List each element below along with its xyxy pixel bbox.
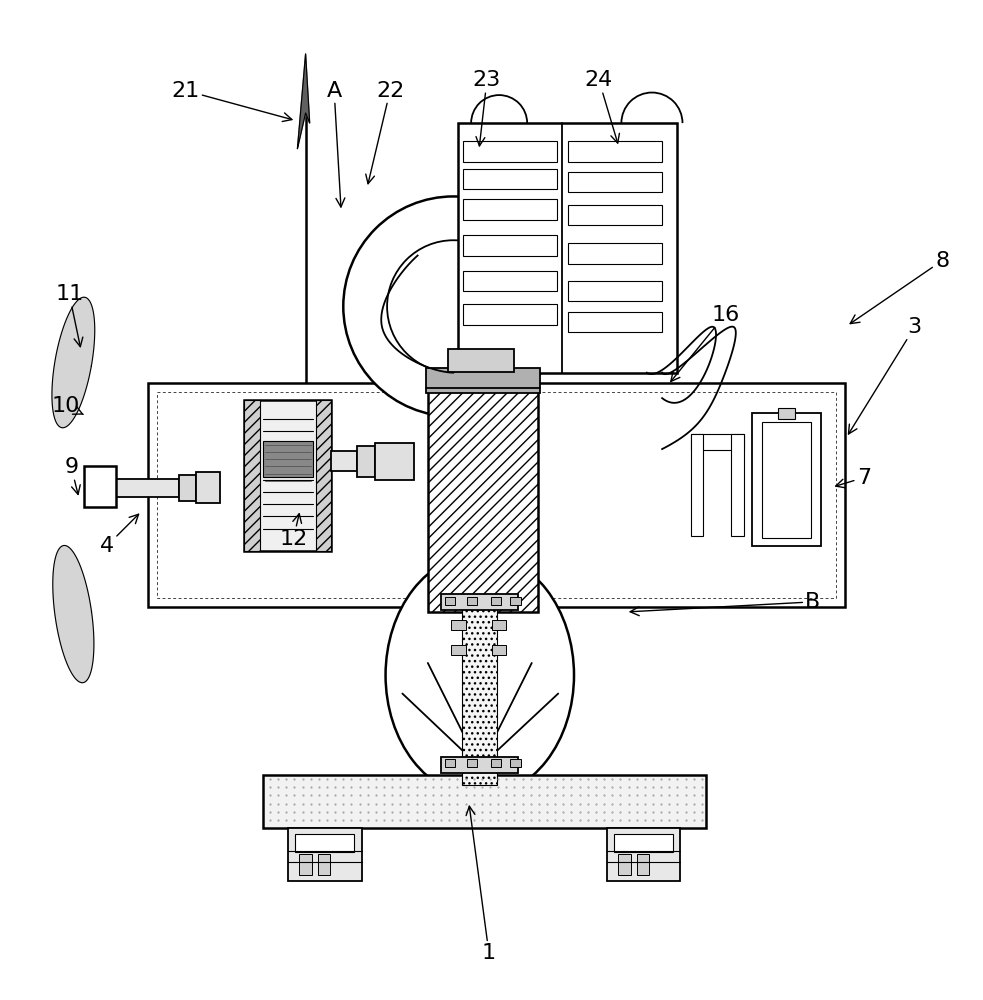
Bar xyxy=(614,834,673,852)
Bar xyxy=(300,854,312,875)
Text: 12: 12 xyxy=(279,514,308,549)
Bar xyxy=(316,400,331,551)
Bar xyxy=(731,434,743,536)
Bar xyxy=(491,759,501,767)
Text: B: B xyxy=(630,592,821,616)
Bar xyxy=(464,235,557,256)
Bar xyxy=(752,413,821,546)
Text: 23: 23 xyxy=(473,70,501,146)
Bar xyxy=(464,199,557,220)
Text: 3: 3 xyxy=(848,317,922,434)
Text: 7: 7 xyxy=(836,468,871,488)
Bar xyxy=(467,759,477,767)
Bar xyxy=(492,645,506,655)
Bar xyxy=(451,620,466,630)
Bar xyxy=(84,466,116,507)
Bar xyxy=(464,141,557,162)
Bar xyxy=(428,388,538,612)
Bar xyxy=(262,775,706,828)
Text: 16: 16 xyxy=(670,305,739,381)
Bar xyxy=(568,172,663,192)
Bar xyxy=(296,834,355,852)
Bar xyxy=(441,594,518,610)
Text: 8: 8 xyxy=(850,251,950,324)
Text: 10: 10 xyxy=(52,396,84,416)
Text: 21: 21 xyxy=(171,81,292,122)
Circle shape xyxy=(343,196,563,416)
Bar xyxy=(318,854,330,875)
Bar xyxy=(375,443,414,480)
Bar xyxy=(462,602,497,785)
Polygon shape xyxy=(298,54,310,149)
Bar xyxy=(568,243,663,264)
Bar xyxy=(779,408,794,419)
Bar xyxy=(445,759,455,767)
Bar xyxy=(568,205,663,225)
Bar xyxy=(568,312,663,332)
Bar xyxy=(491,597,501,605)
Ellipse shape xyxy=(385,554,574,796)
Text: 24: 24 xyxy=(585,70,619,143)
Bar xyxy=(691,434,743,450)
Bar xyxy=(288,828,362,881)
Polygon shape xyxy=(52,297,94,428)
Bar xyxy=(607,828,680,881)
Bar xyxy=(448,349,514,372)
Bar xyxy=(357,446,375,477)
Bar xyxy=(691,434,703,536)
Bar xyxy=(618,854,630,875)
Bar xyxy=(445,597,455,605)
Bar xyxy=(331,451,357,471)
Bar xyxy=(451,645,466,655)
Bar xyxy=(116,479,179,497)
Text: 9: 9 xyxy=(64,457,81,494)
Text: 11: 11 xyxy=(55,284,84,347)
Text: 1: 1 xyxy=(466,806,496,963)
Bar xyxy=(568,141,663,162)
Bar xyxy=(464,271,557,291)
Bar xyxy=(441,757,518,773)
Bar xyxy=(426,368,540,393)
Bar xyxy=(492,620,506,630)
Bar xyxy=(568,281,663,301)
Polygon shape xyxy=(53,545,94,683)
Text: 22: 22 xyxy=(366,81,404,184)
Bar xyxy=(460,602,499,765)
Circle shape xyxy=(387,240,519,373)
Bar xyxy=(262,441,313,477)
Bar xyxy=(762,422,811,538)
Bar xyxy=(147,383,845,607)
Bar xyxy=(464,169,557,189)
Bar xyxy=(510,759,521,767)
Text: A: A xyxy=(326,81,345,207)
Bar xyxy=(467,597,477,605)
Text: 4: 4 xyxy=(100,514,139,556)
Bar xyxy=(245,400,331,551)
Bar xyxy=(245,400,260,551)
Bar xyxy=(196,472,220,503)
Bar xyxy=(179,475,196,501)
Bar xyxy=(637,854,649,875)
Bar xyxy=(157,392,837,598)
Bar xyxy=(464,304,557,325)
Bar xyxy=(458,123,677,373)
Bar xyxy=(510,597,521,605)
